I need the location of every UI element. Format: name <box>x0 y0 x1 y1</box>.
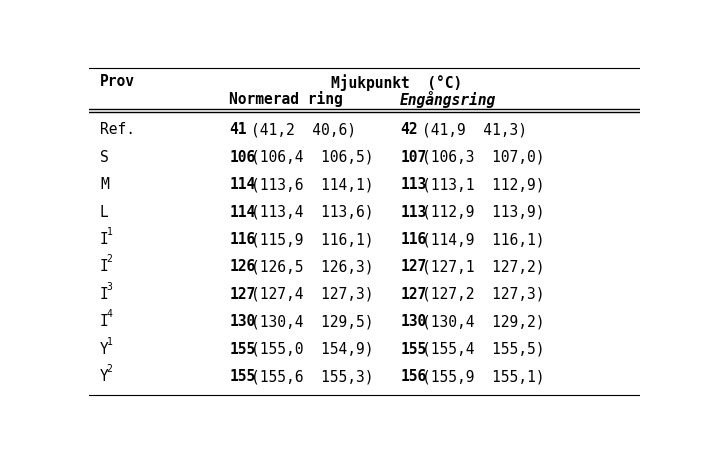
Text: 41: 41 <box>230 122 247 137</box>
Text: (127,1  127,2): (127,1 127,2) <box>422 260 545 275</box>
Text: 130: 130 <box>400 314 427 329</box>
Text: 3: 3 <box>107 282 112 292</box>
Text: (113,1  112,9): (113,1 112,9) <box>422 177 545 192</box>
Text: (127,4  127,3): (127,4 127,3) <box>252 287 374 302</box>
Text: 127: 127 <box>400 260 427 275</box>
Text: I: I <box>100 260 109 275</box>
Text: (41,9  41,3): (41,9 41,3) <box>422 122 528 137</box>
Text: (112,9  113,9): (112,9 113,9) <box>422 205 545 220</box>
Text: Mjukpunkt  (°C): Mjukpunkt (°C) <box>331 74 463 90</box>
Text: I: I <box>100 287 109 302</box>
Text: 106: 106 <box>230 150 256 165</box>
Text: (155,9  155,1): (155,9 155,1) <box>422 369 545 384</box>
Text: (106,4  106,5): (106,4 106,5) <box>252 150 374 165</box>
Text: 107: 107 <box>400 150 427 165</box>
Text: 113: 113 <box>400 205 427 220</box>
Text: (155,4  155,5): (155,4 155,5) <box>422 342 545 357</box>
Text: (155,6  155,3): (155,6 155,3) <box>252 369 374 384</box>
Text: (41,2  40,6): (41,2 40,6) <box>252 122 356 137</box>
Text: 127: 127 <box>400 287 427 302</box>
Text: Y: Y <box>100 342 109 357</box>
Text: Prov: Prov <box>100 74 135 89</box>
Text: (115,9  116,1): (115,9 116,1) <box>252 232 374 247</box>
Text: I: I <box>100 232 109 247</box>
Text: 4: 4 <box>107 309 112 319</box>
Text: (114,9  116,1): (114,9 116,1) <box>422 232 545 247</box>
Text: (126,5  126,3): (126,5 126,3) <box>252 260 374 275</box>
Text: 155: 155 <box>400 342 427 357</box>
Text: 155: 155 <box>230 342 256 357</box>
Text: (155,0  154,9): (155,0 154,9) <box>252 342 374 357</box>
Text: Normerad ring: Normerad ring <box>230 91 343 107</box>
Text: (130,4  129,2): (130,4 129,2) <box>422 314 545 329</box>
Text: L: L <box>100 205 109 220</box>
Text: Y: Y <box>100 369 109 384</box>
Text: (113,4  113,6): (113,4 113,6) <box>252 205 374 220</box>
Text: 116: 116 <box>400 232 427 247</box>
Text: (127,2  127,3): (127,2 127,3) <box>422 287 545 302</box>
Text: M: M <box>100 177 109 192</box>
Text: S: S <box>100 150 109 165</box>
Text: 42: 42 <box>400 122 417 137</box>
Text: 126: 126 <box>230 260 256 275</box>
Text: Engångsring: Engångsring <box>400 91 496 108</box>
Text: 114: 114 <box>230 177 256 192</box>
Text: 1: 1 <box>107 227 112 237</box>
Text: (113,6  114,1): (113,6 114,1) <box>252 177 374 192</box>
Text: 114: 114 <box>230 205 256 220</box>
Text: 116: 116 <box>230 232 256 247</box>
Text: 156: 156 <box>400 369 427 384</box>
Text: 2: 2 <box>107 364 112 374</box>
Text: 127: 127 <box>230 287 256 302</box>
Text: 155: 155 <box>230 369 256 384</box>
Text: 1: 1 <box>107 336 112 346</box>
Text: Ref.: Ref. <box>100 122 135 137</box>
Text: (130,4  129,5): (130,4 129,5) <box>252 314 374 329</box>
Text: (106,3  107,0): (106,3 107,0) <box>422 150 545 165</box>
Text: 113: 113 <box>400 177 427 192</box>
Text: 130: 130 <box>230 314 256 329</box>
Text: I: I <box>100 314 109 329</box>
Text: 2: 2 <box>107 254 112 264</box>
